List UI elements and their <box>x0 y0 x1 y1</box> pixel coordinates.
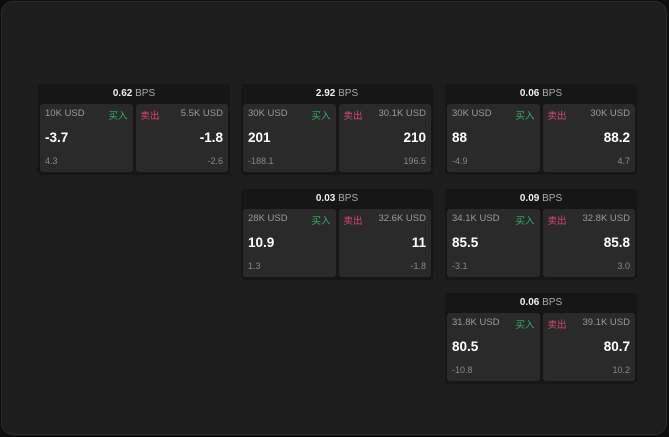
ask-change: -2.6 <box>207 156 223 166</box>
ask-price: -1.8 <box>199 130 223 145</box>
ask-price: 80.7 <box>603 339 630 354</box>
spread-value: 0.62 <box>112 88 133 99</box>
buy-tile[interactable]: 31.8K USD 买入 80.5 -10.8 <box>447 313 540 381</box>
spread-header: 2.92 BPS <box>241 84 433 104</box>
spread-unit: BPS <box>135 88 156 99</box>
sell-label: 卖出 <box>343 216 363 227</box>
bid-size: 30K USD <box>452 108 492 119</box>
spread-unit: BPS <box>542 88 563 99</box>
ask-change: 4.7 <box>617 156 630 166</box>
sell-tile[interactable]: 卖出 39.1K USD 80.7 10.2 <box>542 313 635 381</box>
bid-change: -3.1 <box>452 261 468 271</box>
buy-label: 买入 <box>515 216 535 227</box>
ask-change: 3.0 <box>617 261 630 271</box>
ask-price: 88.2 <box>603 130 630 145</box>
buy-tile[interactable]: 10K USD 买入 -3.7 4.3 <box>40 104 133 172</box>
buy-label: 买入 <box>515 320 535 331</box>
ask-change: 196.5 <box>403 156 426 166</box>
buy-tile[interactable]: 28K USD 买入 10.9 1.3 <box>243 209 336 277</box>
bid-size: 30K USD <box>248 108 288 119</box>
spread-header: 0.06 BPS <box>445 293 637 313</box>
ask-change: 10.2 <box>612 365 630 375</box>
buy-tile[interactable]: 30K USD 买入 201 -188.1 <box>243 104 336 172</box>
spread-value: 0.06 <box>519 297 540 308</box>
sell-tile[interactable]: 卖出 5.5K USD -1.8 -2.6 <box>135 104 228 172</box>
bid-change: 1.3 <box>248 261 261 271</box>
spread-header: 0.03 BPS <box>241 189 433 209</box>
sell-tile[interactable]: 卖出 32.6K USD 11 -1.8 <box>338 209 431 277</box>
quote-card: 0.09 BPS 34.1K USD 买入 85.5 -3.1 卖出 32.8K U… <box>445 189 637 280</box>
sell-label: 卖出 <box>547 111 567 122</box>
bid-price: 88 <box>452 130 468 145</box>
ask-size: 39.1K USD <box>582 317 630 328</box>
bid-price: -3.7 <box>45 130 69 145</box>
quote-card: 0.06 BPS 30K USD 买入 88 -4.9 卖出 30K USD 88.… <box>445 84 637 175</box>
buy-tile[interactable]: 30K USD 买入 88 -4.9 <box>447 104 540 172</box>
buy-tile[interactable]: 34.1K USD 买入 85.5 -3.1 <box>447 209 540 277</box>
spread-unit: BPS <box>542 193 563 204</box>
ask-size: 30.1K USD <box>378 108 426 119</box>
buy-label: 买入 <box>108 111 128 122</box>
spread-value: 0.06 <box>519 88 540 99</box>
bid-change: 4.3 <box>45 156 58 166</box>
sell-label: 卖出 <box>547 320 567 331</box>
spread-unit: BPS <box>542 297 563 308</box>
bid-change: -188.1 <box>248 156 274 166</box>
bid-price: 10.9 <box>248 235 275 250</box>
spread-value: 0.09 <box>519 193 540 204</box>
bid-size: 31.8K USD <box>452 317 500 328</box>
quote-card: 0.06 BPS 31.8K USD 买入 80.5 -10.8 卖出 39.1K … <box>445 293 637 384</box>
bid-change: -10.8 <box>452 365 473 375</box>
ask-size: 5.5K USD <box>180 108 223 119</box>
spread-header: 0.06 BPS <box>445 84 637 104</box>
bid-size: 28K USD <box>248 213 288 224</box>
spread-unit: BPS <box>338 88 359 99</box>
spread-header: 0.62 BPS <box>38 84 230 104</box>
bid-size: 10K USD <box>45 108 85 119</box>
sell-tile[interactable]: 卖出 32.8K USD 85.8 3.0 <box>542 209 635 277</box>
ask-price: 11 <box>411 235 426 250</box>
quote-card: 2.92 BPS 30K USD 买入 201 -188.1 卖出 30.1K US… <box>241 84 433 175</box>
ask-size: 32.8K USD <box>582 213 630 224</box>
ask-price: 210 <box>403 130 426 145</box>
sell-label: 卖出 <box>547 216 567 227</box>
sell-tile[interactable]: 卖出 30.1K USD 210 196.5 <box>338 104 431 172</box>
bid-price: 201 <box>248 130 271 145</box>
quote-card: 0.03 BPS 28K USD 买入 10.9 1.3 卖出 32.6K USD … <box>241 189 433 280</box>
ask-size: 32.6K USD <box>378 213 426 224</box>
ask-price: 85.8 <box>603 235 630 250</box>
buy-label: 买入 <box>311 216 331 227</box>
spread-value: 2.92 <box>315 88 336 99</box>
bid-price: 85.5 <box>452 235 479 250</box>
spread-unit: BPS <box>338 193 359 204</box>
bid-change: -4.9 <box>452 156 468 166</box>
quote-card: 0.62 BPS 10K USD 买入 -3.7 4.3 卖出 5.5K USD -… <box>38 84 230 175</box>
buy-label: 买入 <box>311 111 331 122</box>
sell-tile[interactable]: 卖出 30K USD 88.2 4.7 <box>542 104 635 172</box>
ask-change: -1.8 <box>410 261 426 271</box>
spread-header: 0.09 BPS <box>445 189 637 209</box>
ask-size: 30K USD <box>590 108 630 119</box>
bid-price: 80.5 <box>452 339 479 354</box>
spread-value: 0.03 <box>315 193 336 204</box>
sell-label: 卖出 <box>343 111 363 122</box>
buy-label: 买入 <box>515 111 535 122</box>
bid-size: 34.1K USD <box>452 213 500 224</box>
sell-label: 卖出 <box>140 111 160 122</box>
